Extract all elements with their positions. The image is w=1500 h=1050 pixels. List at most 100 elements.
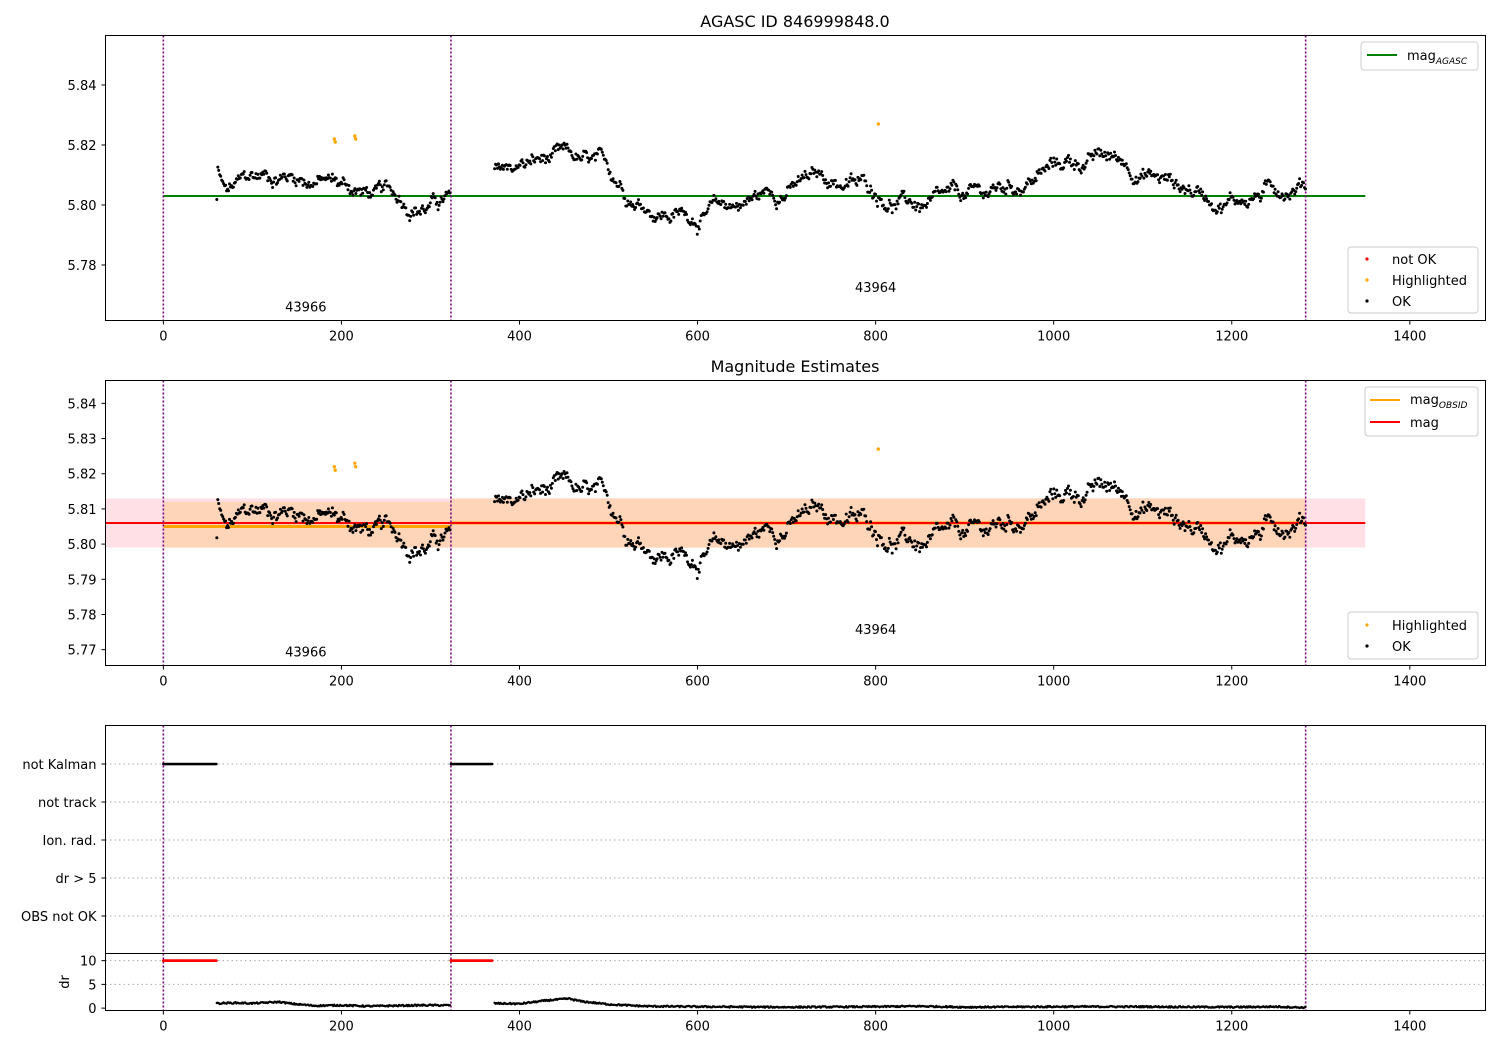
ok-point bbox=[707, 543, 711, 546]
ok-point bbox=[1055, 157, 1059, 161]
ok-point bbox=[676, 550, 680, 554]
ok-point bbox=[421, 547, 425, 551]
ok-point bbox=[389, 525, 393, 529]
ok-point bbox=[377, 514, 381, 518]
ok-point bbox=[371, 193, 374, 197]
ok-point bbox=[803, 503, 807, 507]
ok-point bbox=[1297, 182, 1301, 185]
ok-point bbox=[1215, 550, 1219, 554]
ok-point bbox=[248, 173, 252, 177]
ok-point bbox=[217, 168, 221, 172]
ok-point bbox=[330, 506, 334, 510]
ok-point bbox=[549, 155, 553, 159]
ok-point bbox=[890, 211, 894, 215]
ok-point bbox=[247, 512, 251, 516]
ok-point bbox=[1281, 531, 1285, 535]
ok-point bbox=[266, 179, 270, 183]
ok-point bbox=[606, 501, 610, 505]
ok-point bbox=[623, 535, 627, 538]
ok-point bbox=[820, 170, 824, 174]
ok-point bbox=[1064, 488, 1067, 492]
svg-text:OK: OK bbox=[1392, 640, 1411, 655]
ok-point bbox=[667, 558, 671, 562]
ok-point bbox=[364, 525, 368, 529]
ok-point bbox=[987, 529, 991, 533]
ok-point bbox=[1279, 533, 1283, 537]
ok-point bbox=[1217, 546, 1221, 550]
ok-point bbox=[1098, 485, 1102, 488]
ok-point bbox=[1200, 531, 1204, 535]
ok-point bbox=[753, 189, 757, 193]
ok-point bbox=[915, 544, 919, 548]
ok-point bbox=[221, 515, 225, 518]
ok-point bbox=[697, 570, 701, 574]
ok-point bbox=[788, 522, 792, 525]
ok-point bbox=[1108, 489, 1112, 492]
ok-point bbox=[674, 547, 678, 551]
ok-point bbox=[914, 208, 918, 212]
panel-1-frame bbox=[105, 35, 1486, 321]
ok-point bbox=[1140, 174, 1144, 178]
ok-point bbox=[1162, 508, 1165, 512]
ok-point bbox=[581, 485, 585, 489]
ok-point bbox=[914, 548, 918, 552]
ok-point bbox=[1142, 511, 1146, 515]
ok-point bbox=[719, 542, 723, 545]
ok-point bbox=[1083, 498, 1087, 502]
ok-point bbox=[1067, 153, 1070, 157]
ok-point bbox=[334, 511, 338, 515]
ok-point bbox=[859, 178, 863, 182]
ok-point bbox=[427, 205, 431, 209]
ok-point bbox=[969, 518, 972, 522]
ok-point bbox=[216, 165, 220, 169]
ok-point bbox=[676, 210, 680, 213]
ok-point bbox=[690, 217, 694, 221]
ok-point bbox=[250, 171, 254, 174]
ok-point bbox=[868, 191, 872, 194]
ok-point bbox=[1225, 201, 1229, 205]
ok-point bbox=[794, 519, 798, 523]
ok-point bbox=[236, 508, 240, 512]
ok-point bbox=[550, 481, 554, 485]
ok-point bbox=[637, 536, 640, 540]
ok-point bbox=[364, 188, 368, 192]
ok-point bbox=[557, 472, 561, 476]
ok-point bbox=[282, 172, 286, 176]
ok-point bbox=[280, 509, 284, 513]
ok-point bbox=[1163, 173, 1167, 176]
ok-point bbox=[1091, 489, 1095, 493]
ok-point bbox=[796, 175, 800, 178]
ok-point bbox=[1258, 199, 1262, 203]
ok-point bbox=[301, 519, 305, 523]
ok-point bbox=[663, 551, 667, 555]
ok-point bbox=[1103, 150, 1107, 154]
ok-point bbox=[1078, 502, 1082, 506]
ok-point bbox=[1279, 195, 1283, 199]
ok-point bbox=[995, 522, 999, 526]
ok-point bbox=[545, 488, 548, 492]
ok-point bbox=[689, 221, 693, 224]
ok-point bbox=[964, 196, 968, 200]
ok-point bbox=[1224, 542, 1228, 546]
ok-point bbox=[271, 186, 275, 189]
ok-point bbox=[590, 157, 593, 160]
ok-point bbox=[1148, 505, 1152, 509]
ok-point bbox=[1288, 197, 1292, 201]
ok-point bbox=[705, 210, 709, 214]
ok-point bbox=[961, 191, 965, 195]
ok-point bbox=[762, 191, 766, 195]
ok-point bbox=[661, 214, 665, 218]
ok-point bbox=[772, 534, 776, 538]
x-tick-label: 800 bbox=[863, 675, 888, 690]
ok-point bbox=[1172, 522, 1176, 526]
ok-point bbox=[967, 523, 971, 527]
ok-point bbox=[1293, 192, 1297, 196]
ok-point bbox=[849, 506, 853, 509]
ok-point bbox=[233, 180, 237, 184]
ok-point bbox=[272, 180, 276, 184]
ok-point bbox=[1287, 193, 1291, 197]
ok-point bbox=[1002, 527, 1006, 531]
ok-point bbox=[956, 188, 960, 192]
ok-point bbox=[743, 199, 747, 203]
